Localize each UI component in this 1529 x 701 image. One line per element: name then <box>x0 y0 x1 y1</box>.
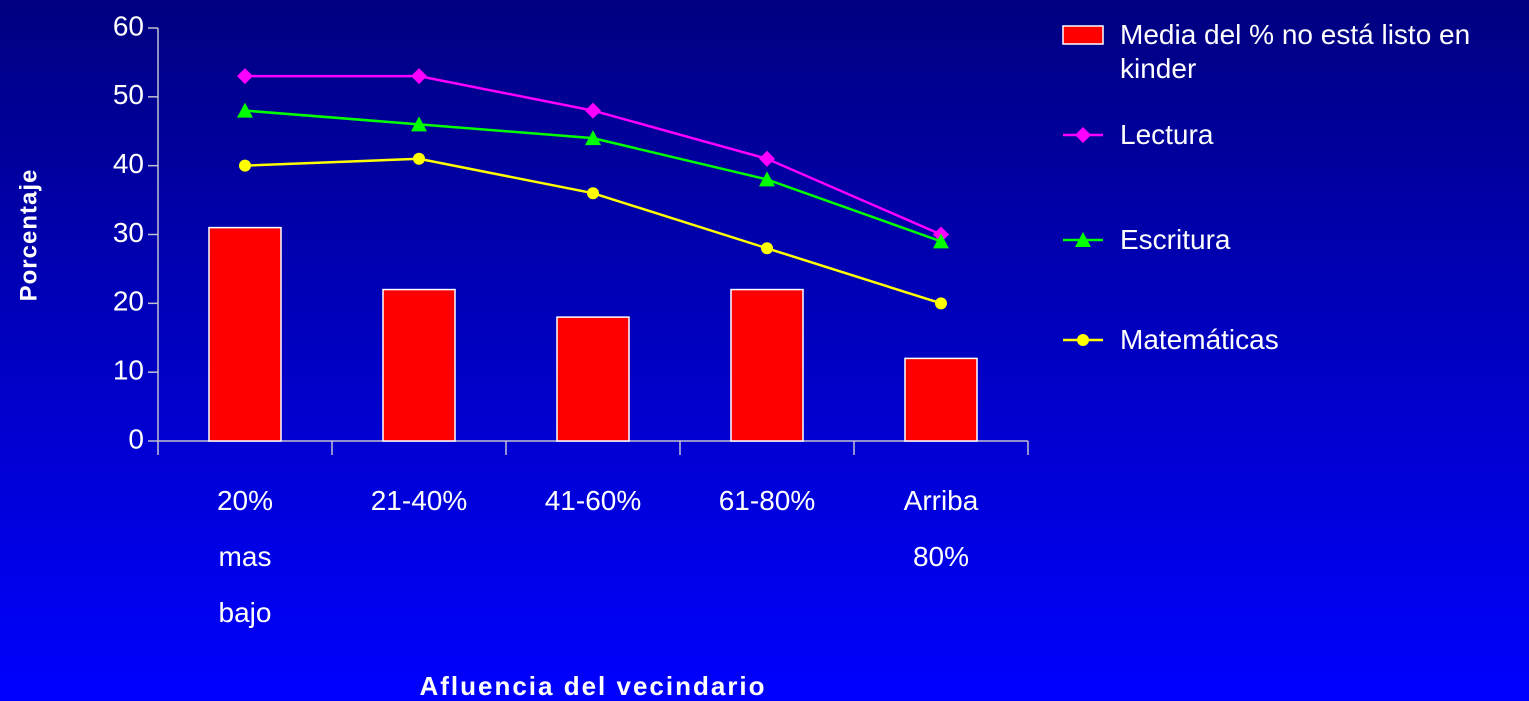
y-tick-label: 30 <box>113 217 144 248</box>
x-tick-label: 41-60% <box>545 485 642 516</box>
x-tick-label: 21-40% <box>371 485 468 516</box>
marker <box>761 242 773 255</box>
legend-marker <box>1077 334 1089 346</box>
bar <box>730 288 804 442</box>
legend-swatch <box>1062 25 1104 45</box>
bar <box>904 357 978 442</box>
marker <box>759 150 775 167</box>
y-tick-label: 20 <box>113 286 144 317</box>
line <box>244 157 942 305</box>
marker <box>585 102 601 119</box>
legend-label: Lectura <box>1120 119 1214 150</box>
bar <box>556 316 630 442</box>
marker <box>237 102 253 118</box>
marker <box>587 187 599 200</box>
legend-label: Matemáticas <box>1120 324 1279 355</box>
y-tick-label: 60 <box>113 10 144 41</box>
marker <box>759 171 775 187</box>
marker <box>413 152 425 165</box>
y-tick-label: 10 <box>113 355 144 386</box>
y-tick-label: 0 <box>128 423 144 454</box>
marker <box>411 116 427 132</box>
marker <box>239 159 251 172</box>
legend-marker <box>1075 127 1091 143</box>
y-axis-title: Porcentaje <box>15 169 42 302</box>
x-tick-label: 61-80% <box>719 485 816 516</box>
x-tick-label: Arriba 80% <box>904 485 979 572</box>
bar <box>208 226 282 442</box>
y-tick-label: 50 <box>113 79 144 110</box>
x-tick-label: 20% mas bajo <box>217 485 273 628</box>
line <box>245 74 942 236</box>
legend-marker <box>1075 232 1091 247</box>
marker <box>935 297 947 310</box>
y-tick-label: 40 <box>113 148 144 179</box>
x-axis-title: Afluencia del vecindario <box>419 671 766 701</box>
marker <box>585 130 601 146</box>
legend-label: Media del % no está listo en kinder <box>1120 19 1471 84</box>
marker <box>411 68 427 85</box>
legend-label: Escritura <box>1120 224 1231 255</box>
marker <box>933 233 949 249</box>
bar <box>382 288 456 442</box>
marker <box>237 68 253 85</box>
